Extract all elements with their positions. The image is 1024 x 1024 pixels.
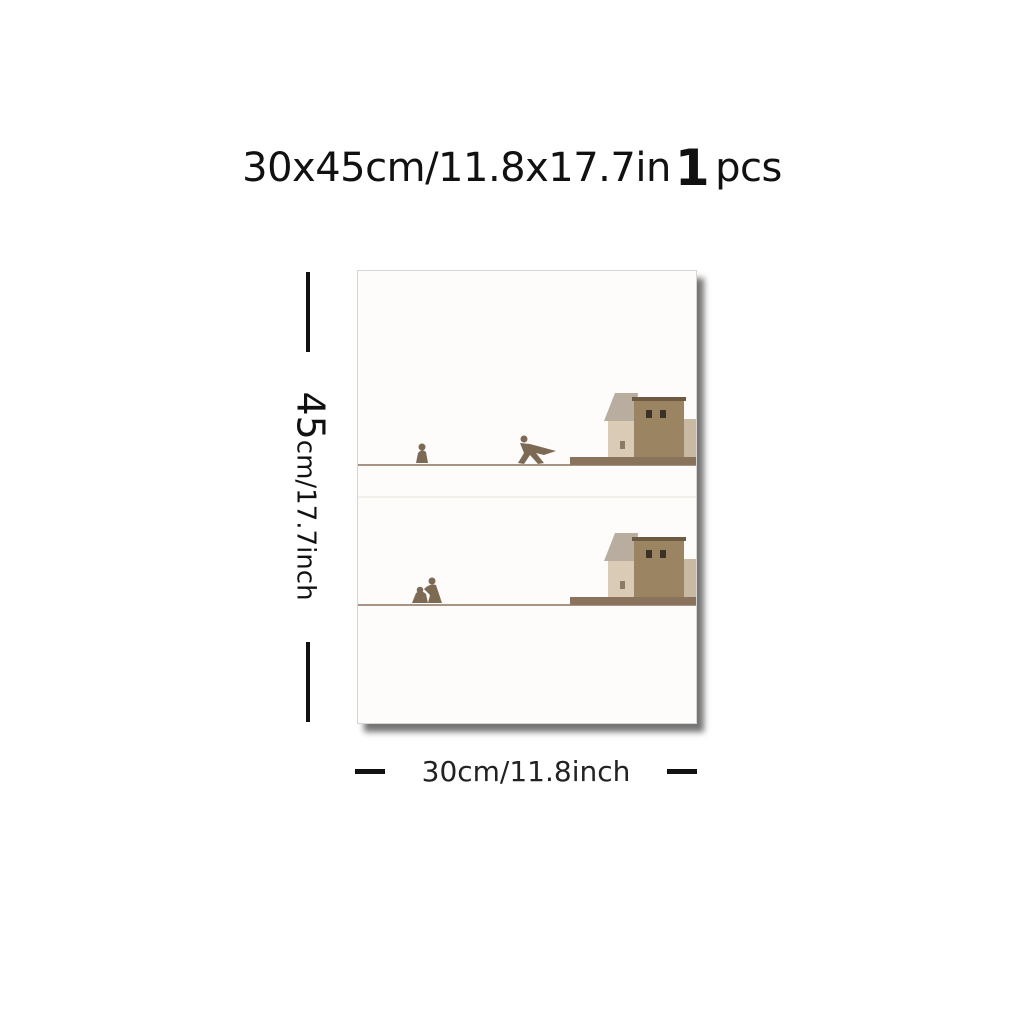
house-top-door <box>620 441 625 449</box>
house-bottom-extension <box>684 559 696 597</box>
canvas-print <box>357 270 697 724</box>
house-top-side <box>634 399 684 457</box>
house-bottom-front <box>608 561 636 597</box>
height-dimension: 45cm/17.7inch <box>282 270 334 722</box>
scene-bottom <box>358 533 696 606</box>
height-dimension-label: 45cm/17.7inch <box>286 391 333 601</box>
embracing-figures-bottom <box>412 577 442 603</box>
height-label-cm: cm/17.7 <box>290 439 321 547</box>
house-bottom-door <box>620 581 625 589</box>
width-dimension-left-line <box>355 769 385 774</box>
ground-strip-bottom <box>570 597 696 605</box>
width-dimension: 30cm/11.8inch <box>355 752 697 792</box>
height-dimension-top-line <box>306 272 310 352</box>
house-bottom <box>604 533 696 597</box>
width-dimension-label: 30cm/11.8inch <box>421 755 631 788</box>
house-top-front <box>608 421 636 457</box>
house-top <box>604 393 696 457</box>
size-heading: 30x45cm/11.8x17.7in1 pcs <box>0 138 1024 194</box>
house-top-window <box>646 410 652 418</box>
house-bottom-window <box>660 550 666 558</box>
canvas-artwork <box>358 393 696 606</box>
height-label-number: 45 <box>288 391 333 440</box>
house-top-extension <box>684 419 696 457</box>
house-bottom-eave <box>632 537 686 541</box>
kneeling-figure-top <box>416 443 428 463</box>
house-bottom-window <box>646 550 652 558</box>
house-top-roof <box>604 393 638 421</box>
house-bottom-side <box>634 539 684 597</box>
size-heading-dimensions: 30x45cm/11.8x17.7in <box>242 145 671 191</box>
ground-strip-top <box>570 457 696 465</box>
house-bottom-roof <box>604 533 638 561</box>
size-heading-quantity: 1 <box>674 139 710 197</box>
height-dimension-bottom-line <box>306 642 310 722</box>
scene-top <box>358 393 696 466</box>
size-heading-unit: pcs <box>715 145 782 191</box>
house-top-eave <box>632 397 686 401</box>
house-top-window <box>660 410 666 418</box>
width-dimension-right-line <box>667 769 697 774</box>
height-label-inch: inch <box>290 546 321 601</box>
running-figure-top <box>518 435 556 464</box>
